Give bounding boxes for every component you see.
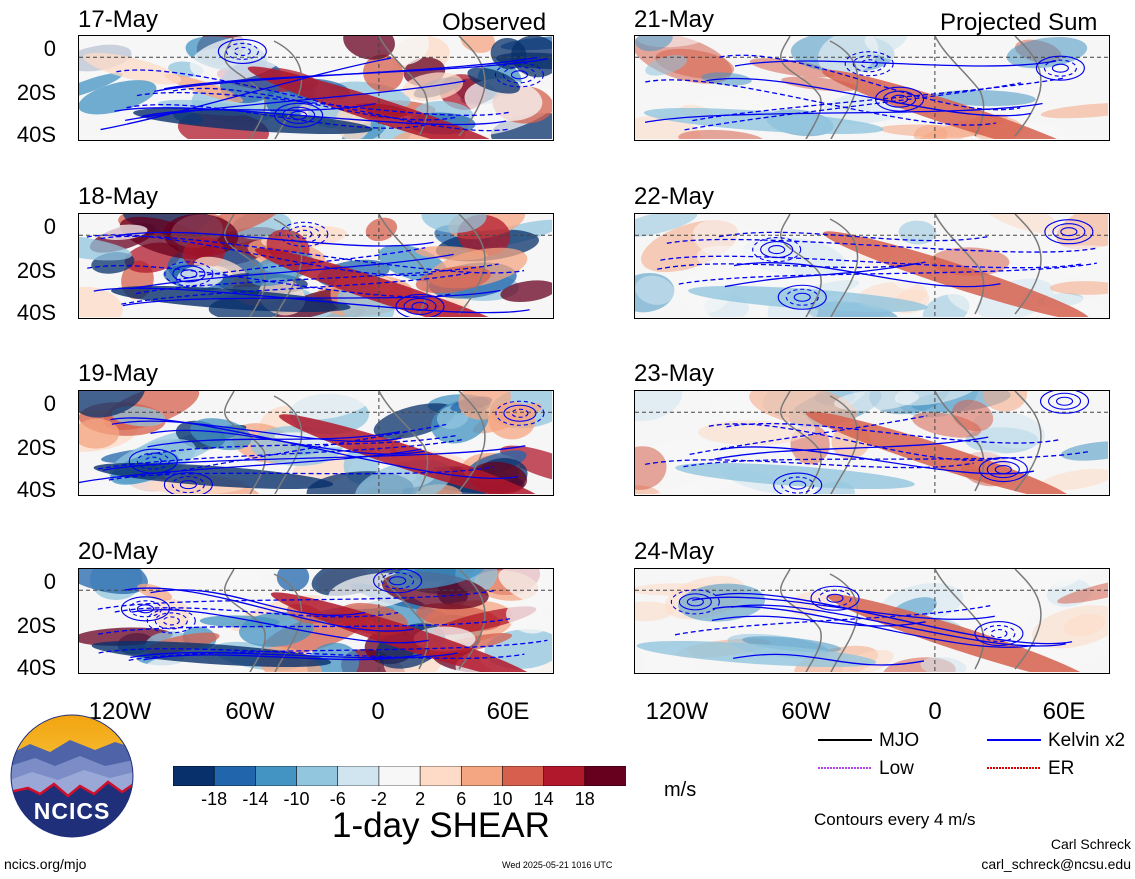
panel-date-label: 21-May: [634, 6, 715, 33]
map-panel-observed-2: [78, 213, 554, 319]
map-panel-projected-1: [634, 35, 1110, 141]
map-panel-projected-2: [634, 213, 1110, 319]
colorbar-swatch: [543, 765, 586, 787]
colorbar-tick-label: 6: [456, 789, 467, 809]
lat-label: 40S: [16, 122, 56, 147]
colorbar-tick-label: -2: [370, 789, 387, 809]
map-panel-projected-4: [634, 568, 1110, 674]
lon-label: 60W: [225, 698, 275, 725]
colorbar-tick-label: -18: [201, 789, 228, 809]
map-panel-observed-3: [78, 390, 554, 496]
panel-date-label: 23-May: [634, 360, 715, 387]
colorbar-tick-label: -14: [242, 789, 269, 809]
colorbar-swatch: [584, 765, 627, 787]
colorbar-swatch: [419, 765, 463, 787]
panel-date-label: 17-May: [78, 6, 159, 33]
panel-date-label: 24-May: [634, 538, 715, 565]
legend-low-label: Low: [879, 758, 914, 779]
footer-url[interactable]: ncics.org/mjo: [4, 856, 87, 872]
units-label: m/s: [664, 779, 697, 801]
lat-label: 0: [43, 214, 56, 239]
colorbar-swatch: [255, 765, 298, 787]
colorbar-swatch: [172, 765, 215, 787]
colorbar-tick-label: 18: [574, 789, 595, 809]
lon-label: 60E: [486, 698, 530, 725]
legend: MJO Low Kelvin x2 ER Contours every 4 m/…: [812, 728, 1132, 848]
lon-label: 60W: [781, 698, 831, 725]
observed-heading: Observed: [442, 9, 547, 36]
map-panel-observed-1: [78, 35, 554, 141]
lat-label: 0: [43, 569, 56, 594]
lon-label: 120W: [88, 698, 152, 725]
lon-label: 0: [371, 698, 385, 725]
legend-mjo-label: MJO: [879, 730, 920, 751]
panel-date-label: 20-May: [78, 538, 159, 565]
lat-label: 20S: [16, 80, 56, 105]
logo-text: NCICS: [33, 798, 111, 824]
projected-heading: Projected Sum: [940, 9, 1098, 36]
lon-label: 120W: [645, 698, 709, 725]
colorbar-tick-label: 14: [533, 789, 554, 809]
colorbar-tick-label: -6: [329, 789, 346, 809]
colorbar-swatch: [460, 765, 504, 787]
footer-email[interactable]: carl_schreck@ncsu.edu: [981, 856, 1131, 872]
lat-label: 0: [43, 391, 56, 416]
colorbar-swatch: [502, 765, 545, 787]
panel-date-label: 18-May: [78, 183, 159, 210]
lat-label: 40S: [16, 300, 56, 325]
colorbar-tick-label: -10: [283, 789, 310, 809]
lat-label: 20S: [16, 613, 56, 638]
colorbar-title: 1-day SHEAR: [332, 806, 550, 845]
contours-note: Contours every 4 m/s: [814, 810, 976, 829]
colorbar-swatch: [296, 765, 339, 787]
colorbar: [172, 765, 627, 787]
colorbar-swatch: [378, 765, 421, 787]
lon-label: 0: [928, 698, 942, 725]
lat-label: 0: [43, 36, 56, 61]
colorbar-swatch: [337, 765, 380, 787]
map-panel-observed-4: [78, 568, 554, 674]
map-panel-projected-3: [634, 390, 1110, 496]
legend-kelvin-label: Kelvin x2: [1048, 730, 1126, 751]
colorbar-tick-label: 10: [492, 789, 513, 809]
panel-date-label: 19-May: [78, 360, 159, 387]
ncics-logo: NCICS: [10, 714, 134, 838]
lat-label: 40S: [16, 477, 56, 502]
panel-date-label: 22-May: [634, 183, 715, 210]
colorbar-swatch: [213, 765, 257, 787]
footer-timestamp: Wed 2025-05-21 1016 UTC: [502, 860, 613, 870]
lat-label: 20S: [16, 435, 56, 460]
footer-author: Carl Schreck: [1050, 836, 1131, 852]
lat-label: 20S: [16, 258, 56, 283]
legend-er-label: ER: [1048, 758, 1075, 779]
lon-label: 60E: [1042, 698, 1086, 725]
lat-label: 40S: [16, 655, 56, 680]
colorbar-tick-label: 2: [415, 789, 426, 809]
